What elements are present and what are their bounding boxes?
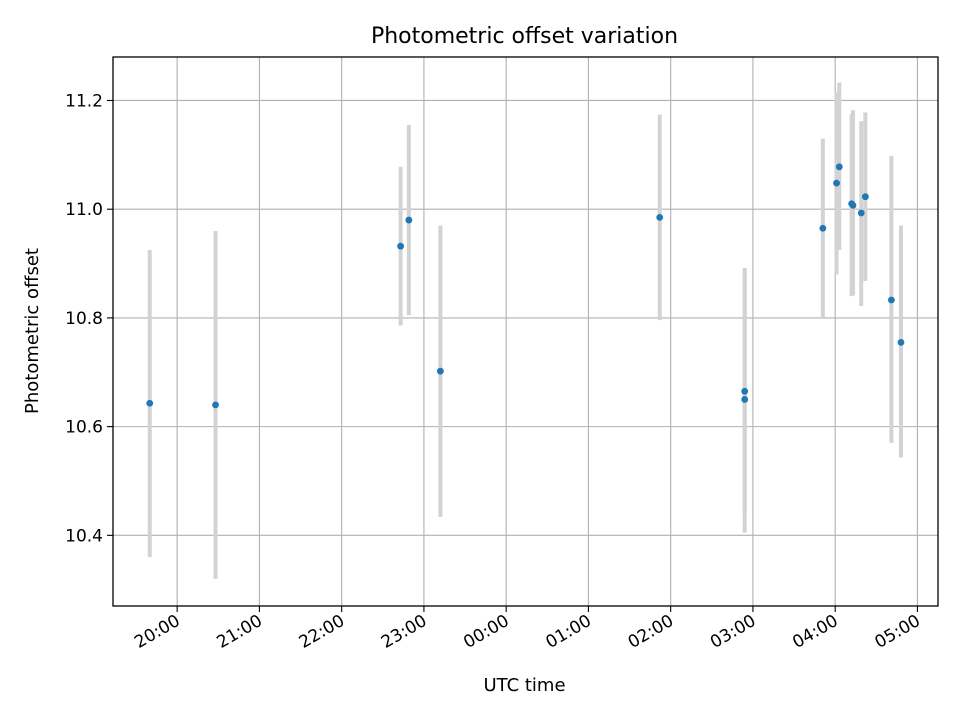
- data-point: [741, 396, 749, 403]
- y-axis: 10.4 10.6 10.8 11.0 11.2: [65, 91, 113, 546]
- data-point: [656, 213, 664, 221]
- data-point: [397, 242, 405, 250]
- plot-frame: [112, 56, 939, 607]
- data-point: [741, 387, 749, 395]
- y-tick-label: 11.2: [65, 91, 103, 111]
- data-point: [405, 216, 413, 224]
- data-point: [861, 193, 869, 201]
- chart-title: Photometric offset variation: [371, 24, 678, 49]
- data-point: [212, 401, 219, 409]
- y-tick-label: 10.8: [65, 309, 103, 329]
- y-axis-label: Photometric offset: [22, 248, 43, 414]
- data-point: [849, 201, 857, 209]
- x-axis-label: UTC time: [483, 675, 565, 696]
- point-layer: [146, 163, 905, 409]
- data-point: [833, 179, 840, 187]
- data-point: [857, 209, 865, 217]
- data-point: [835, 163, 843, 171]
- data-point: [146, 399, 154, 407]
- y-tick-label: 11.0: [65, 200, 103, 220]
- grid-layer: [113, 57, 938, 606]
- y-tick-label: 10.4: [65, 526, 103, 546]
- data-point: [887, 296, 895, 304]
- data-point: [819, 224, 827, 232]
- y-tick-label: 10.6: [65, 418, 103, 438]
- data-point: [897, 338, 905, 346]
- data-point: [436, 367, 444, 375]
